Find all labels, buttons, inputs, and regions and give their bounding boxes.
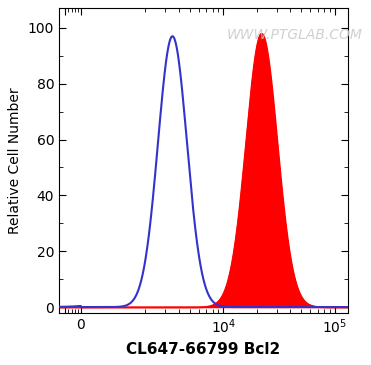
X-axis label: CL647-66799 Bcl2: CL647-66799 Bcl2 <box>126 342 280 357</box>
Y-axis label: Relative Cell Number: Relative Cell Number <box>8 87 22 234</box>
Text: WWW.PTGLAB.COM: WWW.PTGLAB.COM <box>226 28 362 42</box>
